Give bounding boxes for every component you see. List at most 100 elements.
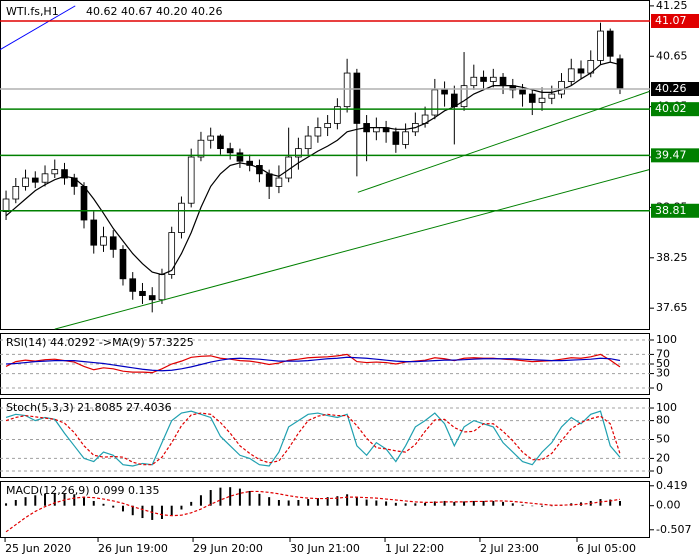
histogram-bar (102, 503, 105, 506)
histogram-bar (346, 494, 349, 506)
histogram-bar (229, 487, 232, 506)
series-line (5, 412, 621, 466)
candle-body (109, 236, 117, 250)
level-label: 40.26 (655, 82, 687, 95)
histogram-bar (5, 503, 8, 506)
histogram-bar (268, 497, 271, 506)
candle-body (558, 81, 565, 95)
histogram-bar (394, 502, 397, 506)
panel-plot (0, 407, 650, 472)
histogram-bar (24, 497, 27, 506)
candle-body (441, 89, 448, 95)
panel-frame (0, 398, 650, 478)
candle-body (548, 93, 556, 99)
histogram-bar (618, 500, 621, 506)
x-tick-label: 30 Jun 21:00 (290, 542, 360, 555)
candle-body (606, 30, 614, 57)
y-tick-label: 70 (656, 347, 670, 360)
candle-body (148, 295, 156, 301)
candle-body (353, 72, 361, 124)
candle-body (139, 290, 146, 296)
histogram-bar (44, 493, 47, 506)
level-label-box (651, 102, 699, 117)
histogram-bar (414, 503, 417, 506)
candle-body (90, 219, 98, 246)
histogram-bar (482, 500, 485, 506)
y-tick-label: 38.25 (656, 251, 688, 264)
level-label: 40.02 (655, 102, 687, 115)
histogram-bar (199, 495, 202, 506)
candle-body (577, 68, 585, 74)
candle-body (129, 278, 137, 292)
candle-body (80, 186, 88, 221)
histogram-bar (131, 505, 134, 516)
y-tick-label: 0 (656, 464, 663, 477)
histogram-bar (180, 505, 183, 510)
candle-body (31, 177, 39, 183)
level-label-box (651, 13, 699, 28)
histogram-bar (511, 503, 514, 506)
panel-frame (0, 481, 650, 538)
trend-line (0, 5, 76, 50)
series-line (5, 353, 621, 374)
x-tick-label: 1 Jul 22:00 (385, 542, 444, 555)
histogram-bar (492, 500, 495, 506)
panel-plot (5, 487, 621, 533)
y-tick-label: 20 (656, 451, 670, 464)
candle-body (392, 131, 400, 145)
trend-line (54, 169, 650, 330)
y-tick-label: 80 (656, 414, 670, 427)
y-tick-label: 50 (656, 433, 670, 446)
x-tick-label: 26 Jun 19:00 (98, 542, 168, 555)
x-tick-label: 25 Jun 2020 (5, 542, 71, 555)
candle-body (324, 123, 331, 129)
level-label-box (651, 148, 699, 163)
histogram-bar (365, 499, 368, 506)
panel-title: RSI(14) 44.0292 ->MA(9) 57.3225 (6, 336, 194, 349)
histogram-bar (53, 492, 56, 506)
histogram-bar (326, 497, 329, 506)
panel-title: MACD(12,26,9) 0.099 0.135 (6, 484, 160, 497)
histogram-bar (92, 500, 95, 506)
y-tick-label: 0.00 (656, 499, 681, 512)
candle-body (41, 173, 49, 183)
candle-body (499, 76, 507, 87)
histogram-bar (297, 500, 300, 506)
level-label-box (651, 82, 699, 97)
y-tick-label: 41.25 (656, 0, 688, 12)
series-line (5, 61, 621, 276)
panel-frame (0, 0, 650, 330)
candle-body (51, 169, 59, 175)
candle-body (61, 169, 68, 179)
histogram-bar (14, 500, 17, 506)
candle-body (597, 30, 604, 61)
histogram-bar (424, 502, 427, 506)
y-tick-label: -0.507 (656, 523, 691, 536)
y-tick-label: 50 (656, 357, 670, 370)
histogram-bar (34, 495, 37, 506)
y-tick-label: 0 (656, 381, 663, 394)
candle-body (275, 177, 283, 187)
y-tick-label: 100 (656, 333, 677, 346)
panel-plot (0, 339, 650, 389)
candle-body (519, 89, 526, 95)
histogram-bar (121, 505, 124, 512)
histogram-bar (404, 503, 407, 506)
candle-body (100, 236, 107, 246)
candle-body (119, 248, 127, 280)
series-line (5, 490, 621, 533)
candle-body (217, 135, 224, 150)
histogram-bar (541, 505, 544, 507)
candle-body (207, 135, 215, 141)
level-label: 41.07 (655, 14, 687, 27)
y-tick-label: 100 (656, 401, 677, 414)
series-line (6, 356, 621, 372)
candle-body (236, 152, 244, 162)
y-tick-label: 0.419 (656, 479, 688, 492)
y-tick-label: 40.65 (656, 49, 688, 62)
candle-body (616, 58, 624, 90)
x-tick-label: 29 Jun 20:00 (193, 542, 263, 555)
y-tick-label: 37.65 (656, 301, 688, 314)
histogram-bar (502, 501, 505, 506)
y-tick-label: 30 (656, 367, 670, 380)
